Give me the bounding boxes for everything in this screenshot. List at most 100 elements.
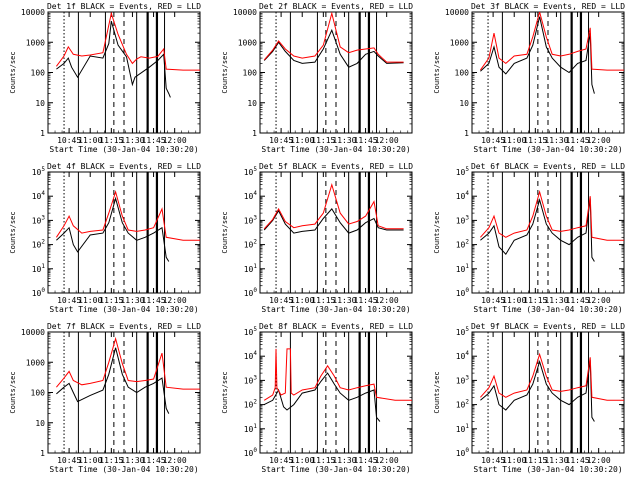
panel-title: Det 8f BLACK = Events, RED = LLD (259, 322, 413, 331)
y-tick-label: 101 (244, 263, 258, 274)
x-axis-label: Start Time (30-Jan-04 10:30:20) (49, 465, 198, 474)
x-tick-label: 11:30 (544, 296, 568, 305)
events-series-line (480, 16, 595, 94)
lld-series-line (56, 336, 200, 390)
x-tick-label: 11:45 (566, 136, 590, 145)
events-series-line (263, 208, 404, 234)
y-axis-label: Counts/sec (433, 371, 441, 413)
x-tick-label: 12:00 (375, 296, 399, 305)
lld-series-line (55, 12, 200, 71)
detector-panel: Det 6f BLACK = Events, RED = LLD Counts/s… (433, 162, 625, 314)
y-tick-label: 1 (464, 129, 469, 138)
x-tick-label: 11:45 (354, 296, 378, 305)
lld-series-line (480, 352, 624, 401)
detector-panel: Det 7f BLACK = Events, RED = LLD Counts/s… (9, 322, 201, 474)
y-tick-label: 103 (32, 214, 46, 225)
y-tick-label: 100 (243, 69, 258, 78)
x-tick-label: 11:15 (311, 456, 335, 465)
x-axis-label: Start Time (30-Jan-04 10:30:20) (261, 465, 410, 474)
panel-title: Det 4f BLACK = Events, RED = LLD (47, 162, 201, 171)
lld-series-line (479, 12, 624, 71)
y-tick-label: 10000 (21, 328, 45, 337)
x-axis-label: Start Time (30-Jan-04 10:30:20) (473, 145, 622, 154)
y-tick-label: 101 (32, 263, 46, 274)
panel-title: Det 9f BLACK = Events, RED = LLD (471, 322, 625, 331)
x-tick-label: 11:45 (142, 456, 166, 465)
x-tick-label: 12:00 (163, 456, 187, 465)
x-tick-label: 11:00 (290, 456, 314, 465)
x-tick-label: 11:15 (311, 136, 335, 145)
panel-title: Det 7f BLACK = Events, RED = LLD (47, 322, 201, 331)
lld-series-line (263, 182, 404, 230)
y-tick-label: 10000 (21, 8, 45, 17)
detector-panel: Det 2f BLACK = Events, RED = LLD Counts/s… (221, 2, 413, 154)
y-tick-label: 1000 (238, 38, 257, 47)
x-tick-label: 11:15 (311, 296, 335, 305)
x-tick-label: 11:15 (523, 136, 547, 145)
y-tick-label: 1000 (26, 38, 45, 47)
y-tick-label: 100 (244, 287, 258, 298)
y-tick-label: 100 (31, 389, 46, 398)
y-tick-label: 103 (456, 214, 470, 225)
panel-title: Det 5f BLACK = Events, RED = LLD (259, 162, 413, 171)
y-tick-label: 103 (244, 214, 258, 225)
y-tick-label: 104 (456, 190, 470, 201)
x-axis-label: Start Time (30-Jan-04 10:30:20) (49, 305, 198, 314)
x-tick-label: 11:30 (120, 296, 144, 305)
y-axis-label: Counts/sec (221, 51, 229, 93)
x-axis-label: Start Time (30-Jan-04 10:30:20) (473, 305, 622, 314)
y-tick-label: 10000 (445, 8, 469, 17)
x-tick-label: 11:30 (120, 456, 144, 465)
y-tick-label: 100 (31, 69, 46, 78)
y-tick-label: 10 (247, 99, 257, 108)
y-tick-label: 105 (456, 166, 470, 177)
x-tick-label: 11:15 (523, 456, 547, 465)
y-tick-label: 101 (456, 263, 470, 274)
y-tick-label: 103 (244, 374, 258, 385)
x-tick-label: 11:45 (142, 136, 166, 145)
x-tick-label: 12:00 (375, 456, 399, 465)
detector-panel: Det 8f BLACK = Events, RED = LLD Counts/s… (221, 322, 413, 474)
x-tick-label: 12:00 (587, 296, 611, 305)
x-tick-label: 12:00 (587, 136, 611, 145)
detector-panel: Det 3f BLACK = Events, RED = LLD Counts/s… (433, 2, 625, 154)
y-tick-label: 10 (35, 99, 45, 108)
x-tick-label: 11:00 (290, 296, 314, 305)
y-tick-label: 100 (456, 447, 470, 458)
x-tick-label: 11:00 (78, 296, 102, 305)
x-tick-label: 11:00 (502, 296, 526, 305)
x-tick-label: 12:00 (375, 136, 399, 145)
y-axis-label: Counts/sec (221, 211, 229, 253)
events-series-line (56, 347, 170, 414)
x-tick-label: 11:45 (566, 456, 590, 465)
y-axis-label: Counts/sec (9, 51, 17, 93)
x-tick-label: 11:00 (502, 136, 526, 145)
y-tick-label: 105 (244, 326, 258, 337)
y-tick-label: 1000 (450, 38, 469, 47)
events-series-line (480, 198, 595, 262)
x-tick-label: 10:45 (57, 136, 81, 145)
x-tick-label: 11:15 (99, 296, 123, 305)
x-tick-label: 11:30 (332, 136, 356, 145)
y-tick-label: 1 (40, 129, 45, 138)
y-tick-label: 102 (32, 239, 46, 250)
y-tick-label: 102 (244, 239, 258, 250)
events-series-line (480, 359, 595, 422)
x-tick-label: 12:00 (587, 456, 611, 465)
detector-panel: Det 4f BLACK = Events, RED = LLD Counts/s… (9, 162, 201, 314)
x-tick-label: 11:00 (78, 136, 102, 145)
y-tick-label: 101 (456, 423, 470, 434)
x-tick-label: 10:45 (57, 456, 81, 465)
lld-series-line (55, 190, 200, 241)
events-series-line (263, 372, 381, 422)
lld-series-line (480, 190, 624, 241)
x-tick-label: 10:45 (481, 136, 505, 145)
y-axis-label: Counts/sec (9, 371, 17, 413)
y-tick-label: 102 (456, 399, 470, 410)
x-axis-label: Start Time (30-Jan-04 10:30:20) (49, 145, 198, 154)
lld-series-line (263, 348, 412, 401)
events-series-line (56, 20, 171, 98)
x-tick-label: 10:45 (269, 136, 293, 145)
y-axis-label: Counts/sec (221, 371, 229, 413)
y-tick-label: 100 (32, 287, 46, 298)
